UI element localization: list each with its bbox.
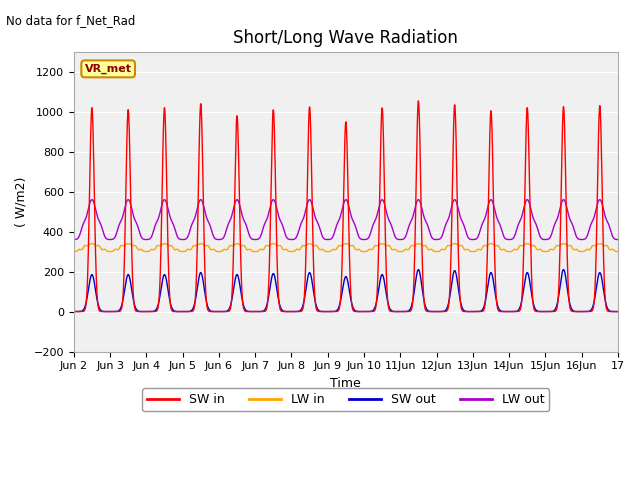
Title: Short/Long Wave Radiation: Short/Long Wave Radiation — [234, 29, 458, 48]
SW in — [362, 309, 369, 314]
LW in — [70, 249, 77, 254]
SW in — [221, 309, 229, 314]
SW out — [70, 309, 77, 314]
LW out — [374, 210, 381, 216]
SW in — [581, 309, 589, 314]
X-axis label: Time: Time — [330, 377, 361, 390]
SW out — [614, 309, 622, 314]
SW out — [373, 295, 381, 301]
Line: LW out: LW out — [74, 200, 618, 240]
LW in — [362, 249, 369, 254]
SW in — [504, 309, 512, 314]
Text: VR_met: VR_met — [84, 64, 132, 74]
LW out — [581, 236, 589, 241]
LW out — [566, 216, 574, 222]
SW out — [559, 267, 567, 273]
LW in — [222, 247, 230, 252]
Text: No data for f_Net_Rad: No data for f_Net_Rad — [6, 14, 136, 27]
Line: SW out: SW out — [74, 270, 618, 312]
LW in — [581, 248, 589, 253]
SW in — [614, 309, 622, 314]
LW out — [614, 237, 622, 242]
LW out — [504, 237, 512, 242]
SW in — [415, 98, 422, 104]
LW in — [374, 243, 381, 249]
LW in — [88, 241, 96, 247]
SW in — [566, 305, 574, 311]
SW out — [566, 302, 574, 308]
Legend: SW in, LW in, SW out, LW out: SW in, LW in, SW out, LW out — [143, 388, 549, 411]
SW in — [373, 288, 381, 294]
Line: SW in: SW in — [74, 101, 618, 312]
LW out — [222, 229, 230, 235]
LW out — [88, 197, 96, 203]
SW out — [581, 309, 589, 314]
SW out — [221, 309, 229, 314]
Y-axis label: ( W/m2): ( W/m2) — [15, 177, 28, 227]
LW in — [504, 249, 512, 254]
SW out — [504, 309, 511, 314]
LW out — [362, 237, 369, 242]
SW in — [70, 309, 77, 314]
LW in — [614, 249, 622, 254]
SW out — [362, 309, 369, 314]
Line: LW in: LW in — [74, 244, 618, 252]
LW out — [70, 237, 77, 242]
LW in — [566, 242, 574, 248]
